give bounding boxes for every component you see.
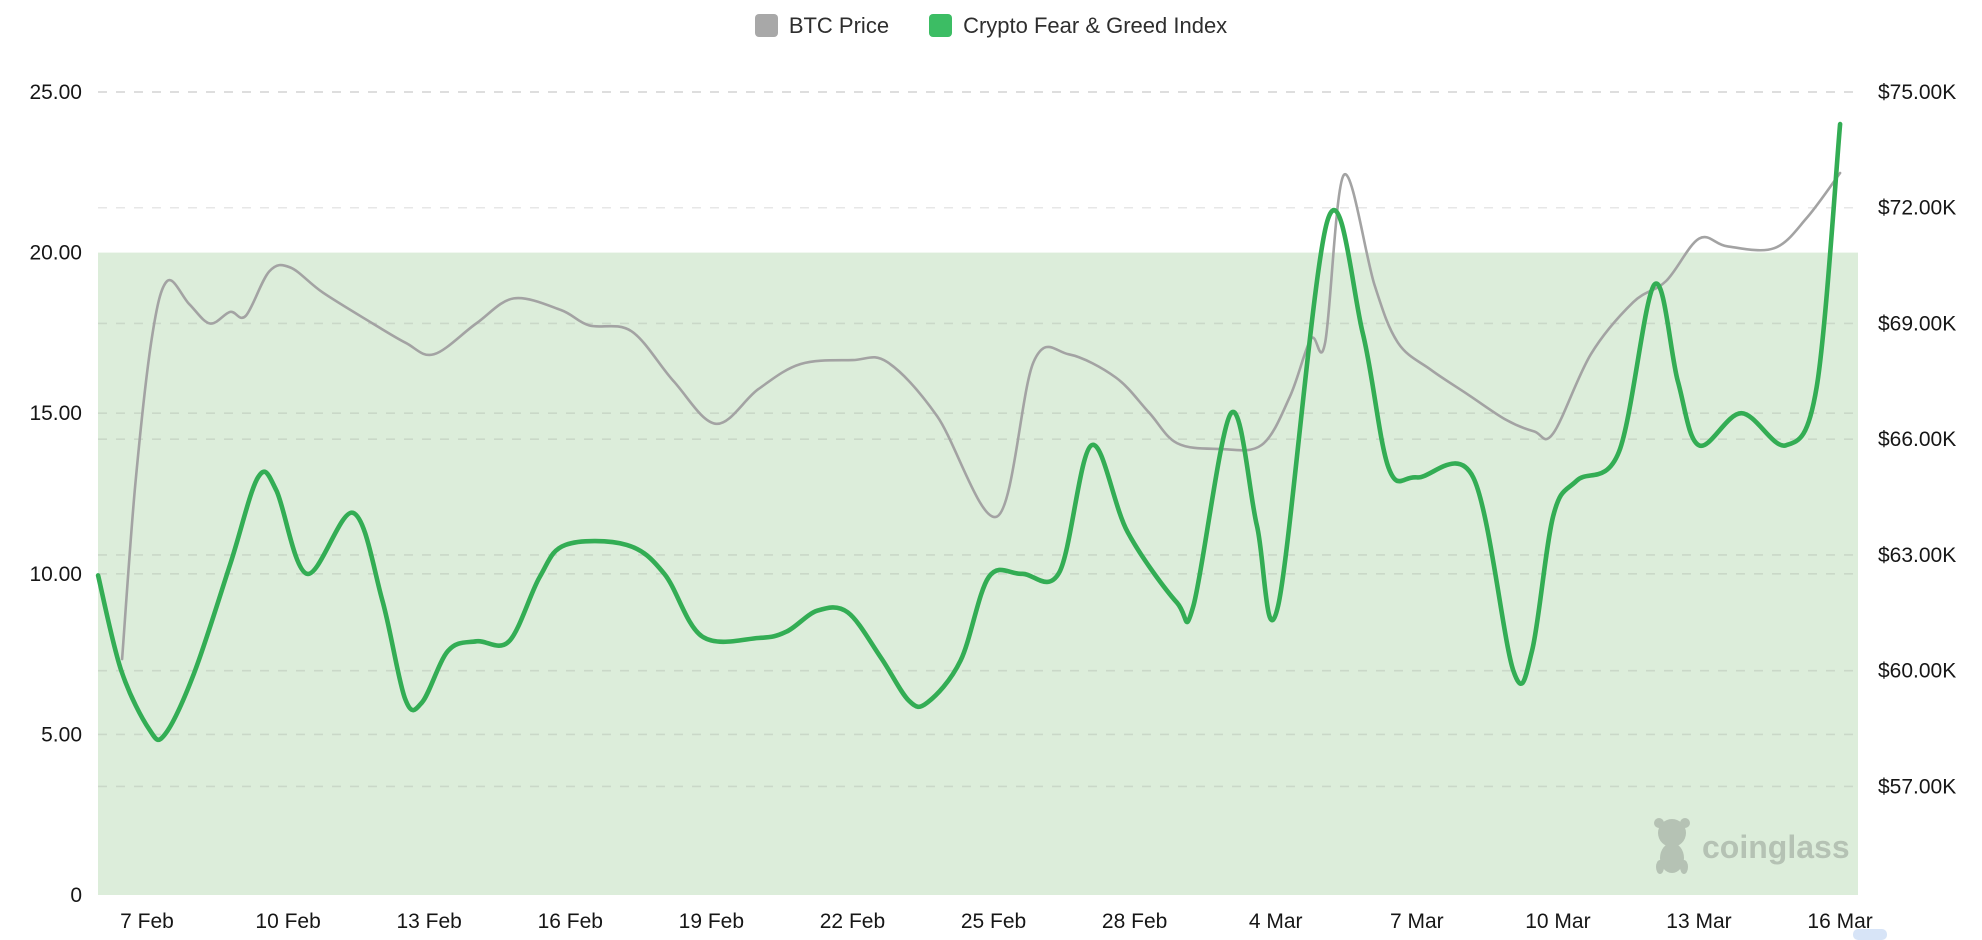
left-axis-labels: 25.00 20.00 15.00 10.00 5.00 0	[29, 81, 82, 907]
left-axis-tick-label: 0	[70, 884, 82, 907]
x-axis-tick-label: 16 Mar	[1807, 910, 1872, 933]
left-axis-tick-label: 25.00	[29, 81, 82, 104]
x-axis-tick-label: 25 Feb	[961, 910, 1026, 933]
left-axis-tick-label: 15.00	[29, 402, 82, 425]
x-axis-labels: 7 Feb 10 Feb 13 Feb 16 Feb 19 Feb 22 Feb 25 Fe…	[120, 910, 1873, 933]
x-axis-tick-label: 7 Feb	[120, 910, 174, 933]
btc-price-swatch-icon	[754, 14, 778, 37]
btc-price-line	[120, 171, 1842, 661]
right-axis-tick-label: $69.00K	[1878, 312, 1956, 335]
x-axis-tick-label: 22 Feb	[820, 910, 885, 933]
x-axis-tick-label: 28 Feb	[1102, 910, 1167, 933]
scrollbar-fragment[interactable]	[1853, 929, 1887, 940]
fear-greed-line	[95, 121, 1843, 743]
legend-item-fear-greed[interactable]: Crypto Fear & Greed Index	[929, 14, 1227, 37]
greed-zone-band	[98, 252, 1858, 896]
coinglass-logo-icon	[1654, 818, 1690, 874]
legend-item-btc-price[interactable]: BTC Price	[754, 12, 890, 38]
legend-label-fear-greed: Crypto Fear & Greed Index	[963, 12, 1228, 38]
coinglass-watermark-text: coinglass	[1702, 829, 1850, 865]
right-axis-tick-label: $57.00K	[1878, 775, 1956, 798]
x-axis-tick-label: 7 Mar	[1390, 910, 1444, 933]
right-axis-tick-label: $72.00K	[1878, 197, 1956, 220]
coinglass-watermark: coinglass	[1654, 818, 1850, 874]
x-axis-tick-label: 4 Mar	[1249, 910, 1303, 933]
left-axis-tick-label: 5.00	[41, 723, 82, 746]
x-axis-tick-label: 13 Mar	[1666, 910, 1731, 933]
left-axis-tick-label: 20.00	[29, 242, 82, 265]
x-axis-tick-label: 19 Feb	[679, 910, 744, 933]
right-axis-tick-label: $60.00K	[1878, 660, 1956, 683]
fear-greed-swatch-icon	[929, 14, 953, 37]
legend-label-btc-price: BTC Price	[788, 12, 890, 38]
right-axis-tick-label: $75.00K	[1878, 81, 1956, 104]
x-axis-tick-label: 10 Feb	[255, 910, 320, 933]
x-axis-tick-label: 16 Feb	[538, 910, 603, 933]
chart-legend: BTC Price Crypto Fear & Greed Index	[0, 14, 1982, 37]
left-axis-tick-label: 10.00	[29, 563, 82, 586]
right-axis-tick-label: $63.00K	[1878, 544, 1956, 567]
right-axis-labels: $75.00K $72.00K $69.00K $66.00K $63.00K $60.0…	[1878, 81, 1956, 798]
right-axis-tick-label: $66.00K	[1878, 428, 1956, 451]
gridlines	[98, 91, 1858, 788]
x-axis-tick-label: 13 Feb	[396, 910, 461, 933]
x-axis-tick-label: 10 Mar	[1525, 910, 1590, 933]
